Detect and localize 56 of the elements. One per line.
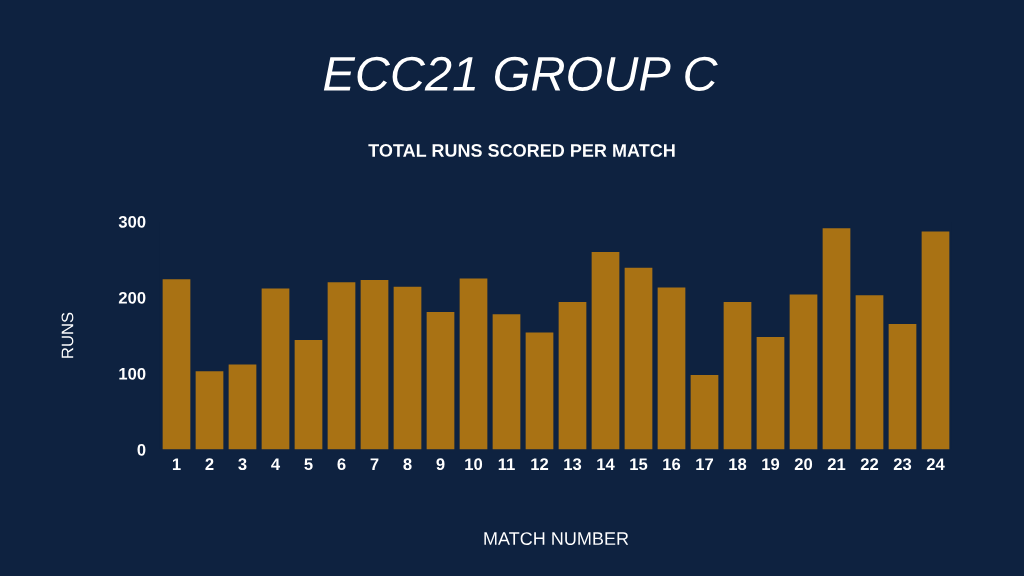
chart-title: ECC21 GROUP C [323,56,718,92]
bar [228,364,257,450]
bar [558,302,587,450]
bar [789,294,818,450]
x-tick-label: 5 [304,458,313,471]
x-tick-label: 8 [403,458,412,471]
bar [690,375,719,450]
x-tick-label: 11 [498,458,515,470]
y-tick-label: 300 [118,215,146,228]
x-tick-label: 17 [696,458,714,470]
bar [855,295,884,450]
x-tick-label: 10 [465,458,483,471]
x-tick-label: 15 [630,458,648,471]
bar [162,279,191,450]
bar [459,278,488,450]
bar [327,282,356,450]
bar [657,287,686,450]
x-tick-label: 21 [827,458,846,470]
bar [195,371,224,450]
y-tick-label: 200 [118,291,146,304]
x-tick-label: 19 [762,458,780,471]
bar [921,231,950,450]
x-tick-label: 20 [794,458,813,471]
bar [525,332,554,450]
bar [723,302,752,450]
x-tick-label: 22 [860,458,879,470]
x-tick-label: 1 [172,458,181,470]
x-tick-label: 16 [663,458,681,471]
x-tick-label: 18 [729,458,747,471]
x-tick-label: 23 [893,458,912,471]
bar [822,228,851,450]
y-axis-title: RUNS [61,312,74,358]
x-tick-label: 4 [271,458,281,470]
x-axis-title: MATCH NUMBER [484,532,629,545]
bar [261,288,290,450]
x-tick-label: 7 [370,458,379,470]
y-tick-label: 0 [137,443,146,456]
x-tick-label: 9 [436,458,445,471]
chart-subtitle: TOTAL RUNS SCORED PER MATCH [368,144,675,157]
bar [426,311,455,450]
x-tick-label: 14 [597,458,615,470]
bar [756,337,785,450]
bar [492,314,521,450]
x-tick-label: 2 [205,458,214,470]
x-tick-label: 12 [531,458,549,470]
bar [360,280,389,450]
y-tick-label: 100 [119,367,146,380]
bar [393,286,422,450]
x-tick-label: 13 [564,458,582,471]
bar [591,251,620,450]
bar [624,267,653,450]
bar [294,340,323,450]
x-tick-label: 24 [926,458,945,470]
x-tick-label: 6 [337,458,346,471]
x-tick-label: 3 [238,458,247,471]
bar [888,324,917,450]
